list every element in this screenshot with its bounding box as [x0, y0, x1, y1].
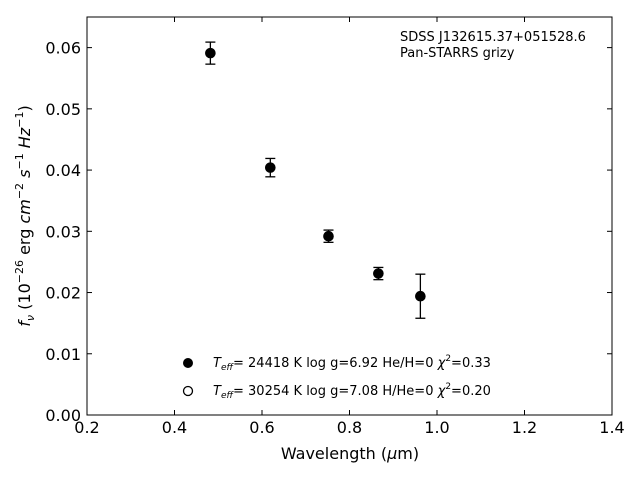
y-tick-label: 0.00 — [45, 406, 81, 425]
y-tick-label: 0.02 — [45, 284, 81, 303]
legend-entry-1: Teff= 24418 K log g=6.92 He/H=0 χ2=0.33 — [213, 354, 491, 373]
legend-1-comp: He/H=0 — [382, 356, 433, 371]
y-axis-ticks: 0.00 0.01 0.02 0.03 0.04 0.05 0.06 — [45, 39, 612, 425]
x-axis-label: Wavelength (μm) — [281, 444, 419, 463]
x-tick-label: 1.2 — [512, 418, 537, 437]
data-point — [415, 290, 426, 302]
data-point — [373, 268, 384, 279]
x-tick-label: 1.0 — [424, 418, 449, 437]
y-tick-label: 0.06 — [45, 39, 81, 58]
data-point — [265, 162, 276, 173]
legend-1-logg: log g=6.92 — [306, 356, 378, 371]
data-point — [323, 230, 334, 242]
y-axis-label: fν (10−26 erg cm−2 s−1 Hz−1) — [13, 105, 37, 326]
data-points — [205, 41, 426, 319]
legend-2-comp: H/He=0 — [382, 384, 433, 399]
x-tick-label: 0.4 — [162, 418, 187, 437]
y-tick-label: 0.04 — [45, 161, 81, 180]
legend-1-chi: =0.33 — [451, 356, 491, 371]
x-tick-label: 1.4 — [599, 418, 624, 437]
x-axis-ticks: 0.2 0.4 0.6 0.8 1.0 1.2 1.4 — [74, 17, 625, 437]
y-tick-label: 0.05 — [45, 100, 81, 119]
x-tick-label: 0.8 — [337, 418, 362, 437]
legend-2-chi: =0.20 — [451, 384, 491, 399]
legend-1-teff: = 24418 K — [233, 356, 303, 371]
x-tick-label: 0.2 — [74, 418, 99, 437]
data-point — [205, 47, 216, 59]
object-name: SDSS J132615.37+051528.6 — [400, 30, 586, 45]
legend-marker-open — [182, 385, 194, 397]
y-tick-label: 0.03 — [45, 222, 81, 241]
x-tick-label: 0.6 — [249, 418, 274, 437]
legend-entry-2: Teff= 30254 K log g=7.08 H/He=0 χ2=0.20 — [213, 382, 491, 401]
legend-marker-filled — [183, 358, 193, 368]
survey-name: Pan-STARRS grizy — [400, 46, 515, 61]
y-tick-label: 0.01 — [45, 345, 81, 364]
legend: Teff= 24418 K log g=6.92 He/H=0 χ2=0.33 … — [182, 354, 491, 401]
legend-2-logg: log g=7.08 — [306, 384, 378, 399]
legend-2-teff: = 30254 K — [233, 384, 303, 399]
